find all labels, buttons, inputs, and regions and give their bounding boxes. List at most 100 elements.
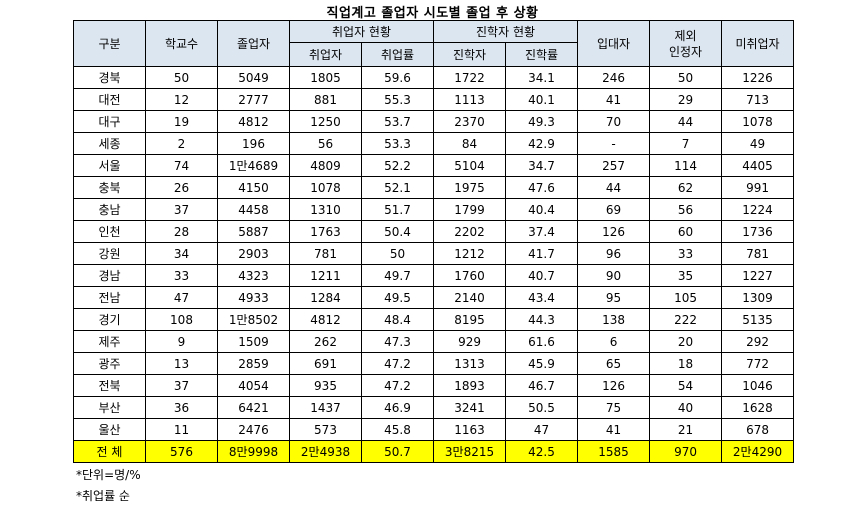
table-cell: 40 (649, 396, 723, 419)
table-cell: 1078 (721, 110, 795, 133)
table-cell: 4812 (289, 308, 362, 331)
table-cell: 강원 (73, 242, 146, 265)
table-cell: 1078 (289, 176, 362, 199)
table-row: 대전 12 2777 881 55.3 1113 40.1 41 29 713 (73, 88, 795, 111)
table-cell: 105 (649, 286, 723, 309)
table-cell: 74 (145, 154, 218, 177)
header-schools: 학교수 (145, 20, 218, 67)
table-cell: 50.4 (360, 220, 435, 243)
table-cell: 772 (721, 352, 795, 375)
header-advancement-group: 진학자 현황 (433, 20, 579, 43)
table-cell: 1509 (217, 330, 290, 353)
table-cell: 인천 (73, 220, 146, 243)
table-cell: 96 (577, 242, 651, 265)
total-cell: 1585 (577, 440, 651, 463)
table-cell: 1250 (289, 110, 362, 133)
table-cell: 광주 (73, 352, 146, 375)
header-excluded: 제외 인정자 (649, 20, 723, 67)
table-cell: 62 (649, 176, 723, 199)
table-cell: 20 (649, 330, 723, 353)
table-cell: 28 (145, 220, 218, 243)
table-cell: 5104 (433, 154, 507, 177)
table-cell: 46.7 (505, 374, 579, 397)
table-cell: 2 (145, 132, 218, 155)
table-row: 서울 74 1만4689 4809 52.2 5104 34.7 257 114 4405 (73, 154, 795, 177)
table-cell: 1224 (721, 198, 795, 221)
table-cell: 60 (649, 220, 723, 243)
table-cell: 부산 (73, 396, 146, 419)
table-cell: 47.3 (360, 330, 435, 353)
table-body: 경북 50 5049 1805 59.6 1722 34.1 246 50 1226 대전 12 277… (73, 66, 795, 463)
table-cell: 7 (649, 132, 723, 155)
table-cell: 45.9 (505, 352, 579, 375)
table-cell: 47 (505, 418, 579, 441)
table-title: 직업계고 졸업자 시도별 졸업 후 상황 (326, 6, 539, 21)
table-cell: 75 (577, 396, 651, 419)
table-cell: 6 (577, 330, 651, 353)
table-cell: 44 (649, 110, 723, 133)
table-cell: 3241 (433, 396, 507, 419)
total-cell: 8만9998 (217, 440, 290, 463)
table-row: 대구 19 4812 1250 53.7 2370 49.3 70 44 1078 (73, 110, 795, 133)
table-cell: 43.4 (505, 286, 579, 309)
table-cell: 33 (145, 264, 218, 287)
table-cell: 33 (649, 242, 723, 265)
table-cell: 충남 (73, 198, 146, 221)
table-cell: 2903 (217, 242, 290, 265)
table-cell: 59.6 (360, 66, 435, 89)
table-cell: 41 (577, 88, 651, 111)
table-cell: 34 (145, 242, 218, 265)
table-cell: 53.7 (360, 110, 435, 133)
table-row: 울산 11 2476 573 45.8 1163 47 41 21 678 (73, 418, 795, 441)
table-cell: 4323 (217, 264, 290, 287)
total-row: 전 체 576 8만9998 2만4938 50.7 3만8215 42.5 1585 970 2… (73, 440, 795, 463)
header-employed: 취업자 (289, 42, 362, 67)
sort-note: *취업률 순 (76, 489, 130, 503)
table-cell: 1760 (433, 264, 507, 287)
table-cell: 2370 (433, 110, 507, 133)
table-cell: 2777 (217, 88, 290, 111)
total-cell: 2만4938 (289, 440, 362, 463)
table-cell: 37 (145, 374, 218, 397)
table-row: 제주 9 1509 262 47.3 929 61.6 6 20 292 (73, 330, 795, 353)
table-row: 세종 2 196 56 53.3 84 42.9-7 49 (73, 132, 795, 155)
table-cell: 36 (145, 396, 218, 419)
table-cell: 52.2 (360, 154, 435, 177)
table-cell: 262 (289, 330, 362, 353)
table-cell: 1310 (289, 198, 362, 221)
table-cell: 전북 (73, 374, 146, 397)
table-cell: 935 (289, 374, 362, 397)
table-cell: 108 (145, 308, 218, 331)
table-cell: 573 (289, 418, 362, 441)
table-cell: 47.2 (360, 374, 435, 397)
table-cell: 50 (649, 66, 723, 89)
table-cell: 40.4 (505, 198, 579, 221)
table-cell: 54 (649, 374, 723, 397)
table-cell: 29 (649, 88, 723, 111)
table-cell: 257 (577, 154, 651, 177)
table-cell: 11 (145, 418, 218, 441)
table-cell: 2202 (433, 220, 507, 243)
table-cell: 울산 (73, 418, 146, 441)
table-cell: 1만4689 (217, 154, 290, 177)
total-cell: 42.5 (505, 440, 579, 463)
table-cell: 47 (145, 286, 218, 309)
table-cell: 49.3 (505, 110, 579, 133)
table-cell: 1113 (433, 88, 507, 111)
table-row: 충남 37 4458 1310 51.7 1799 40.4 69 56 1224 (73, 198, 795, 221)
total-cell: 576 (145, 440, 218, 463)
table-row: 인천 28 5887 1763 50.4 2202 37.4 126 60 1736 (73, 220, 795, 243)
table-cell: 49 (721, 132, 795, 155)
table-cell: 781 (289, 242, 362, 265)
table-row: 경남 33 4323 1211 49.7 1760 40.7 90 35 1227 (73, 264, 795, 287)
table-cell: 4809 (289, 154, 362, 177)
table-cell: 678 (721, 418, 795, 441)
table-cell: 47.6 (505, 176, 579, 199)
table-cell: 4150 (217, 176, 290, 199)
table-cell: 1437 (289, 396, 362, 419)
table-cell: 48.4 (360, 308, 435, 331)
table-cell: 12 (145, 88, 218, 111)
table-cell: 4405 (721, 154, 795, 177)
total-cell: 970 (649, 440, 723, 463)
table-cell: 경남 (73, 264, 146, 287)
